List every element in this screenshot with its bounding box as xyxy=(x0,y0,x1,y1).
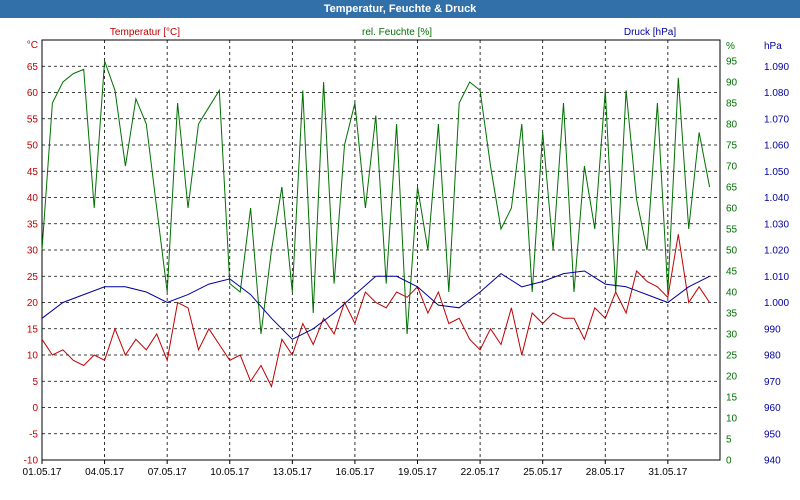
humidity-tick-label: 65 xyxy=(726,183,738,194)
humidity-tick-label: 70 xyxy=(726,162,738,173)
temperature-tick-label: 35 xyxy=(27,219,39,230)
temperature-tick-label: 40 xyxy=(27,193,39,204)
humidity-unit-label: % xyxy=(726,41,735,52)
temperature-tick-label: 45 xyxy=(27,167,39,178)
pressure-tick-label: 980 xyxy=(764,351,781,362)
pressure-tick-label: 1.090 xyxy=(764,62,789,73)
x-tick-label: 01.05.17 xyxy=(23,467,62,478)
chart-title: Temperatur, Feuchte & Druck xyxy=(0,0,800,18)
pressure-tick-label: 1.030 xyxy=(764,219,789,230)
temperature-tick-label: 0 xyxy=(32,403,38,414)
temperature-tick-label: 60 xyxy=(27,88,39,99)
humidity-axis-title: rel. Feuchte [%] xyxy=(362,27,432,38)
pressure-tick-label: 1.010 xyxy=(764,272,789,283)
humidity-tick-label: 30 xyxy=(726,330,738,341)
x-tick-label: 04.05.17 xyxy=(85,467,124,478)
temperature-tick-label: 10 xyxy=(27,351,39,362)
x-tick-label: 07.05.17 xyxy=(148,467,187,478)
temperature-tick-label: 20 xyxy=(27,298,39,309)
x-tick-label: 13.05.17 xyxy=(273,467,312,478)
x-tick-label: 16.05.17 xyxy=(335,467,374,478)
pressure-tick-label: 1.070 xyxy=(764,114,789,125)
temperature-tick-label: 55 xyxy=(27,114,39,125)
pressure-unit-label: hPa xyxy=(764,41,782,52)
x-tick-label: 25.05.17 xyxy=(523,467,562,478)
pressure-tick-label: 970 xyxy=(764,377,781,388)
pressure-tick-label: 1.040 xyxy=(764,193,789,204)
humidity-tick-label: 10 xyxy=(726,414,738,425)
humidity-tick-label: 5 xyxy=(726,435,732,446)
pressure-tick-label: 1.000 xyxy=(764,298,789,309)
humidity-tick-label: 0 xyxy=(726,456,732,467)
humidity-tick-label: 85 xyxy=(726,99,738,110)
humidity-tick-label: 35 xyxy=(726,309,738,320)
pressure-tick-label: 1.060 xyxy=(764,141,789,152)
humidity-tick-label: 95 xyxy=(726,57,738,68)
temperature-series-line xyxy=(41,234,711,388)
chart-canvas: Temperatur [°C] rel. Feuchte [%] Druck [… xyxy=(23,27,790,478)
pressure-tick-label: 1.020 xyxy=(764,246,789,257)
temperature-axis-title: Temperatur [°C] xyxy=(110,27,180,38)
pressure-series-line xyxy=(41,270,710,340)
pressure-tick-label: 940 xyxy=(764,456,781,467)
humidity-tick-label: 15 xyxy=(726,393,738,404)
temperature-tick-label: -5 xyxy=(29,429,38,440)
temperature-tick-label: 50 xyxy=(27,141,39,152)
pressure-tick-label: 990 xyxy=(764,324,781,335)
pressure-tick-label: 950 xyxy=(764,429,781,440)
humidity-tick-label: 55 xyxy=(726,225,738,236)
humidity-tick-label: 80 xyxy=(726,120,738,131)
temperature-tick-label: -10 xyxy=(24,456,39,467)
humidity-tick-label: 20 xyxy=(726,372,738,383)
humidity-tick-label: 50 xyxy=(726,246,738,257)
x-tick-label: 22.05.17 xyxy=(461,467,500,478)
humidity-tick-label: 75 xyxy=(726,141,738,152)
humidity-tick-label: 60 xyxy=(726,204,738,215)
humidity-series-line xyxy=(41,60,711,335)
temperature-tick-label: 5 xyxy=(32,377,38,388)
x-tick-label: 19.05.17 xyxy=(398,467,437,478)
temperature-unit-label: °C xyxy=(27,40,38,51)
x-tick-label: 28.05.17 xyxy=(586,467,625,478)
pressure-tick-label: 1.080 xyxy=(764,88,789,99)
pressure-tick-label: 1.050 xyxy=(764,167,789,178)
temperature-tick-label: 30 xyxy=(27,246,39,257)
humidity-tick-label: 40 xyxy=(726,288,738,299)
humidity-tick-label: 25 xyxy=(726,351,738,362)
pressure-axis-title: Druck [hPa] xyxy=(624,27,676,38)
pressure-tick-label: 960 xyxy=(764,403,781,414)
temperature-tick-label: 25 xyxy=(27,272,39,283)
temperature-tick-label: 15 xyxy=(27,324,39,335)
temperature-tick-label: 65 xyxy=(27,62,39,73)
x-tick-label: 31.05.17 xyxy=(648,467,687,478)
x-tick-label: 10.05.17 xyxy=(210,467,249,478)
humidity-tick-label: 90 xyxy=(726,78,738,89)
humidity-tick-label: 45 xyxy=(726,267,738,278)
